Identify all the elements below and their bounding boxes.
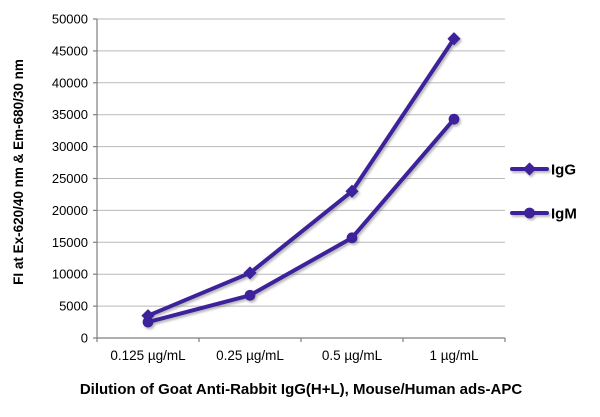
legend-label-igm: IgM xyxy=(551,206,577,223)
y-axis-title: FI at Ex-620/40 nm & Em-680/30 nm xyxy=(11,59,26,285)
marker-igg-3 xyxy=(447,32,461,46)
legend-item-igg: IgG xyxy=(510,162,576,179)
x-tick-label: 0.25 µg/mL xyxy=(216,348,284,363)
y-tick-label: 10000 xyxy=(52,267,88,282)
x-tick-label: 1 µg/mL xyxy=(429,348,479,363)
y-tick-label: 25000 xyxy=(52,171,88,186)
grid-layer xyxy=(97,18,505,307)
y-tick-label: 0 xyxy=(81,331,88,346)
series-line-igg xyxy=(146,36,456,318)
series-layer xyxy=(141,32,461,328)
legend: IgG IgM xyxy=(510,162,577,223)
axis-layer: 0 5000 10000 15000 20000 25000 30000 35000 40000… xyxy=(52,12,506,363)
y-tick-label: 45000 xyxy=(52,43,88,58)
series-igm xyxy=(142,113,460,328)
marker-igm-1 xyxy=(244,289,256,301)
legend-label-igg: IgG xyxy=(551,162,576,179)
marker-igg-2 xyxy=(345,184,359,198)
series-igg xyxy=(141,32,461,323)
marker-igg-1 xyxy=(243,266,257,280)
legend-item-igm: IgM xyxy=(510,206,577,223)
y-tick-label: 50000 xyxy=(52,12,88,27)
y-tick-label: 20000 xyxy=(52,203,88,218)
y-tick-label: 30000 xyxy=(52,139,88,154)
x-axis-title: Dilution of Goat Anti-Rabbit IgG(H+L), M… xyxy=(80,381,523,398)
marker-igm-0 xyxy=(142,316,154,328)
y-tick-label: 5000 xyxy=(59,299,88,314)
legend-swatch-igm xyxy=(510,207,549,219)
y-tick-label: 40000 xyxy=(52,75,88,90)
marker-igm-2 xyxy=(346,232,358,244)
legend-marker-igg xyxy=(522,162,537,176)
legend-swatch-igg xyxy=(510,162,549,176)
x-tick-label: 0.5 µg/mL xyxy=(322,348,383,363)
y-tick-label: 35000 xyxy=(52,107,88,122)
x-tick-label: 0.125 µg/mL xyxy=(110,348,186,363)
y-tick-label: 15000 xyxy=(52,235,88,250)
legend-marker-igm xyxy=(524,207,535,219)
marker-igm-3 xyxy=(448,113,460,125)
series-line-igm xyxy=(146,117,456,325)
